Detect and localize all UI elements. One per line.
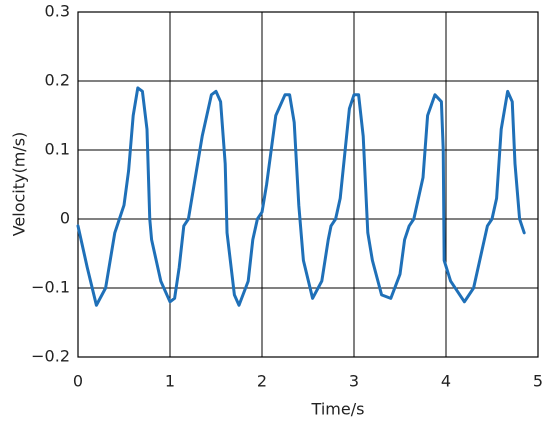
x-tick-label: 4 [441, 372, 451, 391]
y-tick-label: 0.2 [45, 71, 70, 90]
y-tick-label: 0 [60, 209, 70, 228]
plot-frame [77, 11, 539, 358]
data-line [76, 86, 526, 307]
x-tick-label: 2 [257, 372, 267, 391]
x-axis-label: Time/s [311, 400, 365, 419]
x-tick-label: 1 [165, 372, 175, 391]
y-tick-label: −0.1 [31, 278, 70, 297]
y-tick-label: 0.1 [45, 140, 70, 159]
x-tick-label: 0 [73, 372, 83, 391]
y-axis-label: Velocity(m/s) [10, 132, 29, 237]
x-tick-label: 5 [533, 372, 543, 391]
x-tick-label: 3 [349, 372, 359, 391]
y-tick-label: −0.2 [31, 347, 70, 366]
y-tick-label: 0.3 [45, 2, 70, 21]
